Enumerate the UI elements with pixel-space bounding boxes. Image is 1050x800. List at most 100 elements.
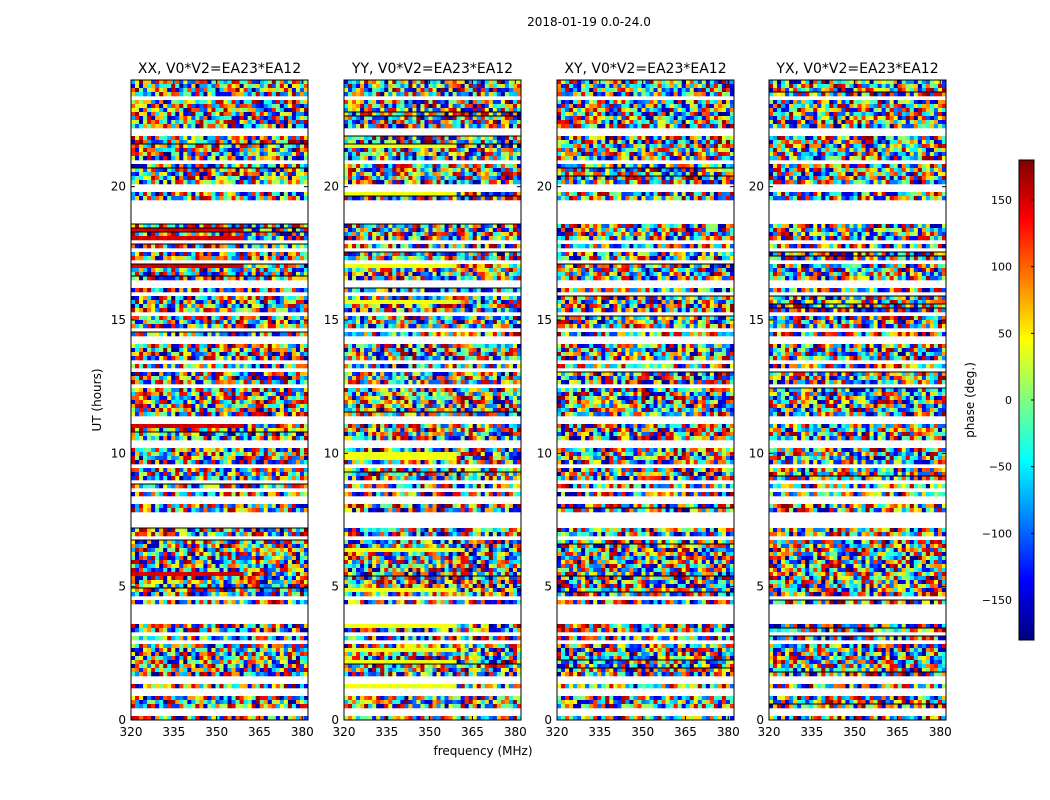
heatmap-cell: [275, 424, 281, 429]
heatmap-cell: [271, 268, 277, 273]
heatmap-cell: [283, 716, 289, 721]
heatmap-cell: [255, 624, 261, 629]
heatmap-cell: [267, 268, 273, 273]
heatmap-cell: [400, 84, 405, 89]
heatmap-cell: [219, 172, 224, 177]
heatmap-cell: [155, 164, 160, 169]
heatmap-cell: [275, 332, 281, 337]
heatmap-cell: [163, 304, 168, 309]
heatmap-cell: [444, 80, 449, 85]
heatmap-cell: [227, 356, 232, 361]
heatmap-cell: [271, 564, 277, 569]
heatmap-cell: [199, 116, 204, 121]
heatmap-cell: [167, 136, 172, 141]
heatmap-cell: [207, 460, 212, 465]
heatmap-cell: [436, 80, 441, 85]
heatmap-cell: [255, 164, 261, 169]
heatmap-cell: [255, 456, 261, 461]
heatmap-cell: [179, 644, 184, 649]
heatmap-cell: [195, 652, 200, 657]
heatmap-cell: [215, 304, 220, 309]
heatmap-cell: [275, 176, 281, 181]
heatmap-cell: [235, 388, 240, 393]
heatmap-cell: [243, 172, 248, 177]
heatmap-cell: [388, 104, 393, 109]
heatmap-cell: [299, 660, 305, 665]
heatmap-cell: [291, 588, 297, 593]
heatmap-cell: [199, 540, 204, 545]
heatmap-cell: [139, 532, 144, 537]
heatmap-cell: [380, 92, 385, 97]
heatmap-cell: [279, 600, 285, 605]
heatmap-cell: [279, 468, 285, 473]
heatmap-cell: [303, 148, 309, 153]
heatmap-cell: [203, 80, 208, 85]
heatmap-cell: [299, 664, 305, 669]
heatmap-cell: [251, 116, 256, 121]
heatmap-cell: [183, 156, 188, 161]
heatmap-cell: [247, 228, 252, 233]
heatmap-cell: [255, 436, 261, 441]
heatmap-cell: [303, 192, 309, 197]
heatmap-cell: [287, 492, 293, 497]
heatmap-cell: [211, 672, 216, 677]
heatmap-cell: [199, 252, 204, 257]
heatmap-cell: [255, 628, 261, 633]
heatmap-cell: [259, 556, 265, 561]
heatmap-cell: [207, 84, 212, 89]
heatmap-cell: [195, 232, 200, 237]
heatmap-cell: [227, 556, 232, 561]
heatmap-cell: [235, 548, 240, 553]
heatmap-cell: [287, 100, 293, 105]
heatmap-cell: [275, 476, 281, 481]
heatmap-cell: [299, 564, 305, 569]
heatmap-cell: [179, 540, 184, 545]
heatmap-cell: [207, 580, 212, 585]
heatmap-cell: [271, 532, 277, 537]
heatmap-cell: [175, 448, 180, 453]
heatmap-cell: [139, 136, 144, 141]
heatmap-cell: [235, 84, 240, 89]
heatmap-cell: [303, 332, 309, 337]
heatmap-cell: [291, 108, 297, 113]
heatmap-cell: [163, 100, 168, 105]
heatmap-cell: [279, 324, 285, 329]
heatmap-cell: [259, 548, 265, 553]
heatmap-cell: [175, 332, 180, 337]
heatmap-cell: [295, 192, 301, 197]
heatmap-cell: [155, 628, 160, 633]
heatmap-cell: [223, 504, 228, 509]
heatmap-cell: [279, 140, 285, 145]
heatmap-cell: [191, 648, 196, 653]
heatmap-cell: [163, 568, 168, 573]
heatmap-cell: [191, 152, 196, 157]
heatmap-cell: [135, 352, 140, 357]
heatmap-cell: [251, 120, 256, 125]
x-tick-label: 320: [120, 725, 143, 739]
heatmap-cell: [227, 288, 232, 293]
heatmap-cell: [139, 648, 144, 653]
heatmap-cell: [231, 460, 236, 465]
heatmap-cell: [215, 176, 220, 181]
heatmap-cell: [251, 548, 256, 553]
heatmap-cell: [195, 380, 200, 385]
heatmap-cell: [211, 564, 216, 569]
heatmap-cell: [295, 144, 301, 149]
heatmap-cell: [203, 672, 208, 677]
heatmap-cell: [195, 124, 200, 129]
heatmap-cell: [171, 436, 176, 441]
heatmap-cell: [171, 152, 176, 157]
heatmap-cell: [131, 504, 136, 509]
heatmap-cell: [235, 300, 240, 305]
heatmap-cell: [275, 344, 281, 349]
heatmap-cell: [139, 408, 144, 413]
heatmap-cell: [247, 656, 252, 661]
heatmap-cell: [251, 628, 256, 633]
heatmap-cell: [159, 556, 164, 561]
heatmap-cell: [219, 308, 224, 313]
heatmap-cell: [187, 484, 192, 489]
heatmap-cell: [191, 628, 196, 633]
heatmap-cell: [259, 276, 265, 281]
heatmap-cell: [227, 404, 232, 409]
heatmap-cell: [155, 256, 160, 261]
